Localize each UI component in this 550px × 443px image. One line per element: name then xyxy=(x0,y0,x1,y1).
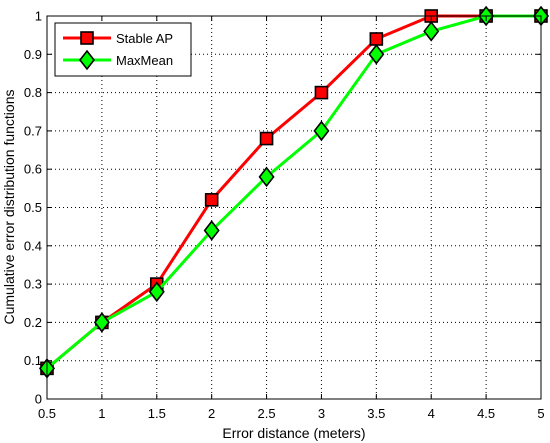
data-point-maxmean xyxy=(148,281,165,303)
x-tick-label: 3.5 xyxy=(367,406,385,421)
data-point-stable-ap xyxy=(259,131,274,146)
series-layer xyxy=(38,5,550,379)
data-point-stable-ap xyxy=(204,193,219,207)
data-point-maxmean xyxy=(258,166,275,188)
y-tick-label: 0 xyxy=(35,392,42,407)
x-tick-label: 3 xyxy=(318,406,325,421)
x-tick-label: 2.5 xyxy=(258,406,276,421)
data-point-maxmean xyxy=(368,43,385,65)
x-tick-label: 2 xyxy=(208,406,215,421)
y-tick-label: 1 xyxy=(35,9,42,24)
tick-labels: 0.5 1 1.5 2 2.5 3 3.5 4 4.5 5 0 0.1 0.2 0.3 0.4 0.5 0.6 0… xyxy=(24,9,545,422)
x-tick-label: 4.5 xyxy=(477,406,495,421)
legend-marker-maxmean xyxy=(78,49,96,71)
legend-label-stable-ap: Stable AP xyxy=(116,31,173,46)
data-point-maxmean xyxy=(423,21,440,42)
y-tick-label: 0.8 xyxy=(24,85,42,100)
y-tick-label: 0.6 xyxy=(24,162,42,177)
x-tick-label: 4 xyxy=(428,406,435,421)
legend-label-maxmean: MaxMean xyxy=(116,53,173,68)
y-tick-label: 0.5 xyxy=(24,200,42,215)
data-point-maxmean xyxy=(203,220,220,241)
x-tick-label: 0.5 xyxy=(38,406,56,421)
y-tick-label: 0.7 xyxy=(24,123,42,138)
y-tick-label: 0.2 xyxy=(24,315,42,330)
ticks xyxy=(46,15,542,400)
data-point-stable-ap xyxy=(314,85,329,100)
x-tick-label: 5 xyxy=(537,406,544,421)
legend-marker-stable-ap xyxy=(80,31,94,45)
y-axis-label: Cumulative error distribution functions xyxy=(1,90,17,325)
series-line-maxmean xyxy=(46,14,541,370)
plot-area xyxy=(47,16,541,399)
data-point-maxmean xyxy=(313,120,330,142)
y-tick-label: 0.3 xyxy=(24,277,42,292)
legend: Stable AP MaxMean xyxy=(54,22,192,77)
data-point-maxmean xyxy=(93,312,110,333)
y-tick-label: 0.9 xyxy=(24,47,42,62)
y-tick-label: 0.1 xyxy=(24,353,42,368)
data-point-stable-ap xyxy=(369,32,384,46)
y-tick-label: 0.4 xyxy=(24,238,42,253)
x-tick-label: 1.5 xyxy=(148,406,166,421)
x-axis-label: Error distance (meters) xyxy=(222,425,365,441)
x-tick-label: 1 xyxy=(98,406,105,421)
legend-box xyxy=(54,22,192,77)
series-maxmean xyxy=(38,5,550,379)
